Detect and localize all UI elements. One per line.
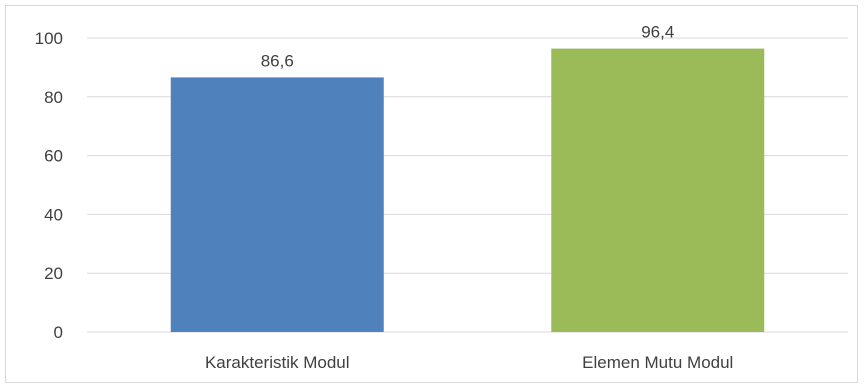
y-tick-label: 80 (44, 88, 63, 107)
x-category-label: Elemen Mutu Modul (582, 353, 733, 372)
bar (170, 77, 384, 333)
data-label: 96,4 (641, 23, 674, 42)
x-category-label: Karakteristik Modul (205, 353, 350, 372)
bar (551, 48, 765, 333)
y-tick-label: 60 (44, 147, 63, 166)
y-tick-label: 0 (54, 323, 63, 342)
y-tick-label: 100 (35, 29, 63, 48)
y-tick-label: 40 (44, 205, 63, 224)
data-label: 86,6 (261, 51, 294, 70)
y-tick-label: 20 (44, 264, 63, 283)
